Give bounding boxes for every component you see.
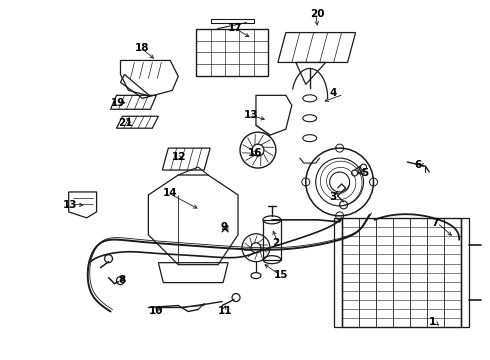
Text: 2: 2 [272,238,279,248]
Bar [263,220,281,260]
Text: 19: 19 [111,98,125,108]
Text: 12: 12 [172,152,187,162]
Bar [461,218,469,328]
Text: 4: 4 [330,88,337,98]
Text: 10: 10 [148,306,163,315]
Bar [196,28,268,76]
Bar [342,218,461,328]
Text: 7: 7 [431,218,439,228]
Text: 8: 8 [119,275,126,285]
Bar [211,19,253,23]
Text: 9: 9 [220,222,227,232]
Text: 11: 11 [218,306,233,315]
Text: 13: 13 [244,110,259,120]
Text: 3: 3 [330,192,337,202]
Text: 21: 21 [119,118,133,128]
Text: 13: 13 [63,200,77,210]
Text: 5: 5 [362,168,369,178]
Text: 18: 18 [134,42,149,53]
Bar [334,218,342,328]
Text: 6: 6 [415,160,421,170]
Text: 16: 16 [248,148,263,158]
Text: 1: 1 [429,318,437,328]
Text: 20: 20 [310,9,324,19]
Text: 17: 17 [228,23,243,33]
Text: 15: 15 [274,270,289,280]
Text: 14: 14 [162,188,177,198]
